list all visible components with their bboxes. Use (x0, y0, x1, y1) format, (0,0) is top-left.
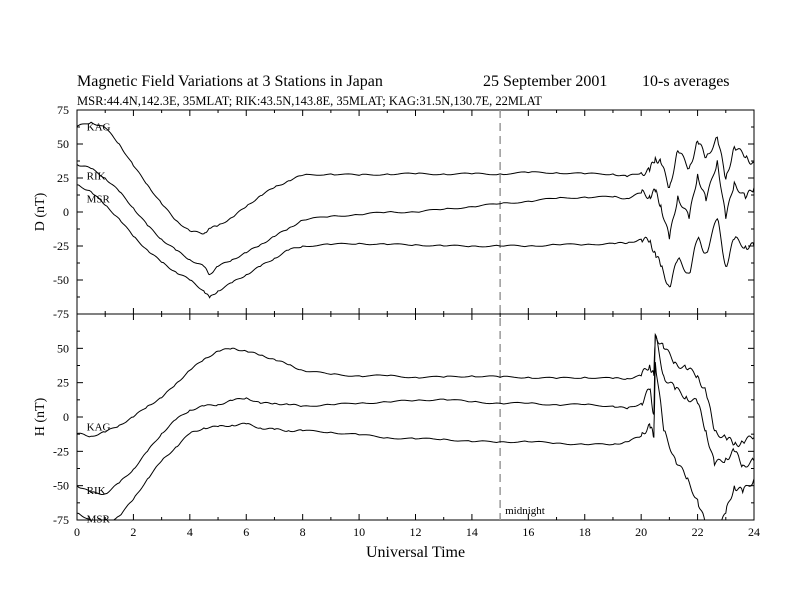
x-tick-label: 4 (187, 525, 193, 539)
y-tick-label: 25 (57, 171, 69, 185)
x-tick-label: 16 (522, 525, 534, 539)
station-label-kag: KAG (87, 121, 111, 133)
x-tick-label: 0 (74, 525, 80, 539)
x-tick-label: 12 (410, 525, 422, 539)
x-tick-label: 2 (130, 525, 136, 539)
x-tick-label: 8 (300, 525, 306, 539)
series-line-msr-bottom (77, 362, 754, 520)
y-tick-label: -75 (53, 307, 69, 321)
date-label: 25 September 2001 (483, 73, 608, 90)
station-label-kag: KAG (87, 422, 111, 434)
y-tick-label: -25 (53, 239, 69, 253)
y-tick-label: 50 (57, 137, 69, 151)
x-tick-label: 24 (748, 525, 760, 539)
station-label-msr: MSR (87, 193, 111, 205)
series-line-rik-bottom (77, 332, 754, 496)
figure-title: Magnetic Field Variations at 3 Stations … (77, 73, 383, 90)
y-axis-label: H (nT) (33, 397, 48, 436)
y-tick-label: -50 (53, 479, 69, 493)
series-line-kag-top (77, 121, 754, 235)
x-tick-label: 22 (692, 525, 704, 539)
x-tick-label: 20 (635, 525, 647, 539)
midnight-label: midnight (505, 505, 545, 517)
x-tick-label: 6 (243, 525, 249, 539)
x-tick-label: 18 (579, 525, 591, 539)
y-axis-label: D (nT) (33, 192, 48, 231)
x-tick-label: 14 (466, 525, 478, 539)
station-subtitle: MSR:44.4N,142.3E, 35MLAT; RIK:43.5N,143.… (77, 94, 542, 108)
station-label-rik: RIK (87, 485, 106, 497)
series-line-msr-top (77, 184, 754, 299)
y-tick-label: 0 (63, 410, 69, 424)
station-label-rik: RIK (87, 170, 106, 182)
series-line-rik-top (77, 160, 754, 276)
y-tick-label: -50 (53, 273, 69, 287)
y-tick-label: 25 (57, 376, 69, 390)
y-tick-label: 75 (57, 103, 69, 117)
y-tick-label: 50 (57, 341, 69, 355)
series-line-kag-bottom (77, 334, 754, 448)
station-label-msr: MSR (87, 514, 111, 526)
x-axis-label: Universal Time (366, 544, 465, 561)
x-tick-label: 10 (353, 525, 365, 539)
y-tick-label: 0 (63, 205, 69, 219)
averaging-label: 10-s averages (642, 73, 730, 90)
y-tick-label: -25 (53, 444, 69, 458)
y-tick-label: -75 (53, 513, 69, 527)
